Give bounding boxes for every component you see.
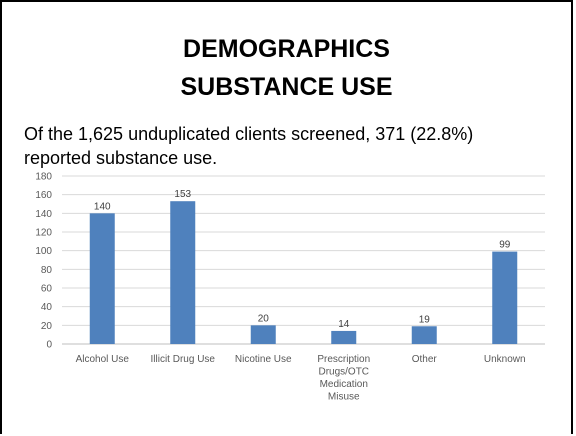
y-tick-label: 160 <box>35 190 52 201</box>
bar <box>331 330 357 344</box>
bar <box>492 251 518 344</box>
y-tick-label: 100 <box>35 246 52 257</box>
x-tick-label: Nicotine Use <box>235 354 292 365</box>
data-label: 19 <box>419 314 431 325</box>
slide-title-line1: DEMOGRAPHICS <box>183 35 390 63</box>
data-label: 140 <box>94 201 111 212</box>
x-tick-label: Unknown <box>484 354 526 365</box>
data-label: 153 <box>174 189 191 200</box>
y-tick-label: 120 <box>35 228 52 239</box>
y-tick-label: 180 <box>35 172 52 183</box>
y-tick-label: 40 <box>41 302 53 313</box>
slide-subtitle: Of the 1,625 unduplicated clients screen… <box>24 124 474 168</box>
y-tick-label: 20 <box>41 321 53 332</box>
y-tick-label: 80 <box>41 265 53 276</box>
bar <box>89 213 115 344</box>
bar <box>170 201 196 344</box>
x-tick-label: Alcohol Use <box>76 354 130 365</box>
data-label: 99 <box>499 240 511 251</box>
data-label: 14 <box>338 319 350 330</box>
bar <box>411 326 437 344</box>
bar <box>250 325 276 344</box>
x-tick-label: Other <box>412 354 438 365</box>
slide-title-line2: SUBSTANCE USE <box>180 73 393 101</box>
y-tick-label: 0 <box>46 340 52 351</box>
x-tick-label: Prescription Drugs/OTC Medication Misuse <box>317 354 370 403</box>
y-tick-label: 60 <box>41 284 53 295</box>
x-tick-label: Illicit Drug Use <box>151 354 216 365</box>
y-tick-label: 140 <box>35 209 52 220</box>
data-label: 20 <box>258 313 270 324</box>
